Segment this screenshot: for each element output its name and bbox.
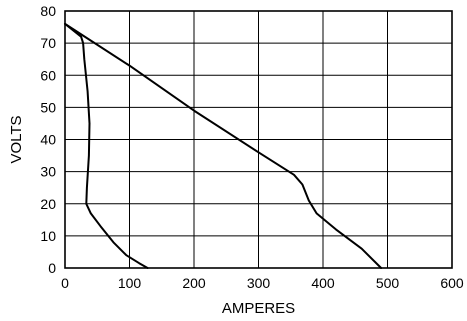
- x-axis-label: AMPERES: [222, 300, 295, 317]
- y-tick-labels: 0 10 20 30 40 50 60 70 80: [40, 3, 56, 276]
- plot-lines: [64, 22, 383, 269]
- y-tick-label-70: 70: [40, 35, 56, 51]
- x-tick-label-300: 300: [247, 275, 271, 291]
- series-line-1: [64, 22, 149, 269]
- y-tick-label-0: 0: [48, 260, 56, 276]
- x-tick-label-600: 600: [440, 275, 464, 291]
- grid-lines: [65, 11, 452, 268]
- x-tick-label-200: 200: [182, 275, 206, 291]
- y-tick-label-50: 50: [40, 99, 56, 115]
- plot-frame: [64, 10, 453, 269]
- x-tick-labels: 0 100 200 300 400 500 600: [61, 275, 464, 291]
- x-tick-label-500: 500: [376, 275, 400, 291]
- y-tick-label-60: 60: [40, 67, 56, 83]
- y-tick-label-10: 10: [40, 228, 56, 244]
- y-tick-label-40: 40: [40, 132, 56, 148]
- y-tick-label-20: 20: [40, 196, 56, 212]
- series-line-2: [64, 22, 383, 269]
- y-tick-label-80: 80: [40, 3, 56, 19]
- y-tick-label-30: 30: [40, 164, 56, 180]
- x-tick-label-0: 0: [61, 275, 69, 291]
- x-tick-label-400: 400: [311, 275, 335, 291]
- y-axis-label: VOLTS: [8, 115, 25, 163]
- x-tick-label-100: 100: [118, 275, 142, 291]
